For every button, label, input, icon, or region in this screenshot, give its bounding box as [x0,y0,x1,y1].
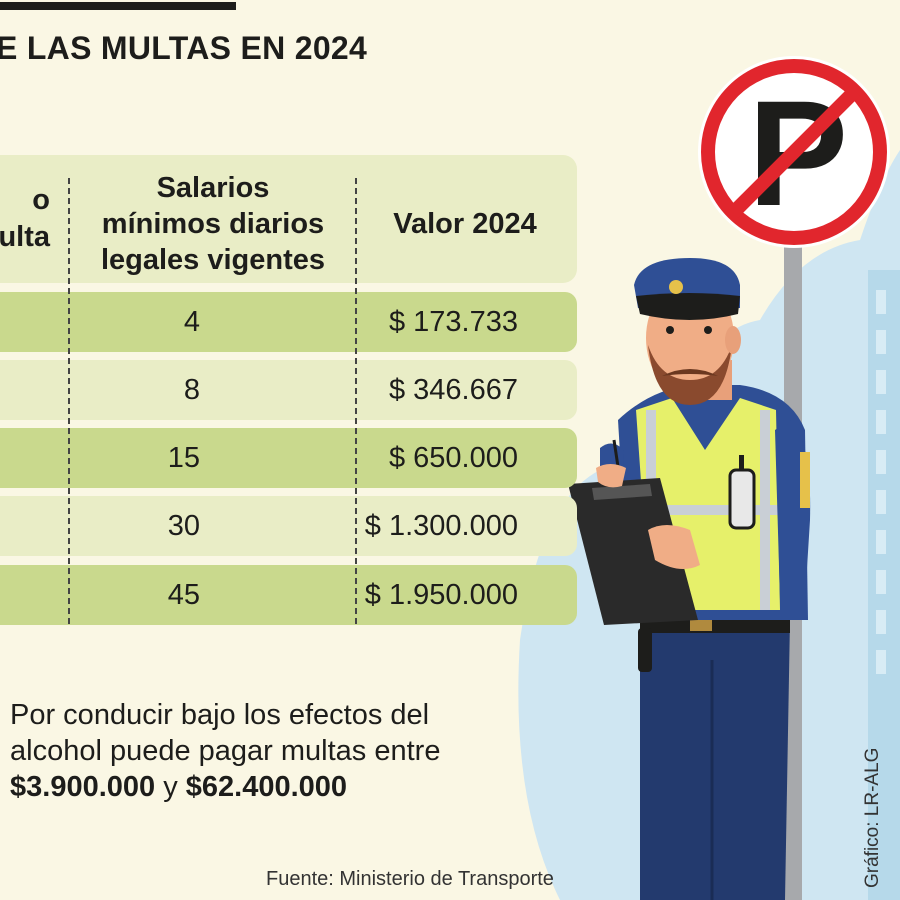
header-col-smdlv-line1: Salarios [156,172,270,204]
table-row: 4 $ 173.733 [0,292,577,352]
note-amount-high: $62.400.000 [185,771,348,803]
cell-smdlv: 8 [183,374,200,406]
page-title: E LAS MULTAS EN 2024 [0,30,368,66]
traffic-officer-illustration [568,258,811,900]
column-divider [355,178,357,624]
no-parking-sign-icon: P [698,56,890,248]
graphic-credit: Gráfico: LR-ALG [862,747,883,888]
header-col-smdlv-line3: legales vigentes [100,244,326,276]
note-line1: Por conducir bajo los efectos del [10,699,430,731]
header-col-smdlv-line2: mínimos diarios [101,208,325,240]
note-line2: alcohol puede pagar multas entre [10,735,441,767]
cell-smdlv: 45 [167,579,200,611]
note-line3: $3.900.000 y $62.400.000 [10,769,510,805]
cell-smdlv: 30 [167,510,200,542]
column-divider [68,178,70,624]
cell-smdlv: 4 [183,306,200,338]
cell-value: $ 1.950.000 [364,579,518,611]
header-col-value: Valor 2024 [393,208,537,240]
note-amount-low: $3.900.000 [10,771,156,803]
cell-value: $ 346.667 [388,374,518,406]
source-note: Fuente: Ministerio de Transporte [266,868,554,890]
cell-value: $ 650.000 [388,442,518,474]
cell-smdlv: 15 [167,442,200,474]
header-col-type-line2: ulta [0,221,50,253]
cell-value: $ 1.300.000 [364,510,518,542]
header-col-type-line1: o [32,184,50,216]
table-row: 8 $ 346.667 [0,360,577,420]
header-col-type: o ulta [0,182,50,256]
table-header [0,155,577,283]
table-row: 45 $ 1.950.000 [0,565,577,625]
top-rule [0,2,236,10]
clipboard-icon [568,478,698,625]
alcohol-fine-note: Por conducir bajo los efectos del alcoho… [10,697,510,805]
note-conjunction: y [163,771,178,803]
header-col-smdlv: Salarios mínimos diarios legales vigente… [72,170,354,278]
table-row: 30 $ 1.300.000 [0,496,577,556]
table-row: 15 $ 650.000 [0,428,577,488]
cell-value: $ 173.733 [388,306,518,338]
